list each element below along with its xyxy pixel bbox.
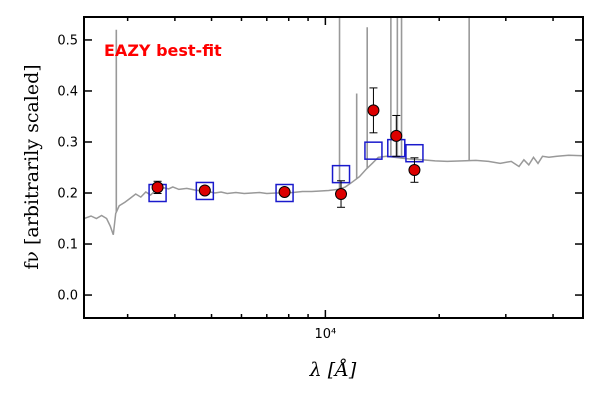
y-tick-label: 0.0 <box>57 289 78 304</box>
observed-flux-point <box>335 188 348 201</box>
y-tick-label: 0.2 <box>57 187 78 202</box>
plot-area <box>84 17 583 236</box>
y-tick-label: 0.5 <box>57 33 78 48</box>
y-tick-label: 0.3 <box>57 135 78 150</box>
model-flux-square <box>275 183 294 203</box>
observed-flux-point <box>198 184 211 197</box>
axes-frame <box>83 16 584 319</box>
template-spectrum-line <box>84 154 583 236</box>
observed-flux-point <box>151 181 164 194</box>
observed-flux-point <box>367 104 380 117</box>
y-tick-label: 0.4 <box>57 84 78 99</box>
observed-flux-point <box>278 185 291 198</box>
y-tick-label: 0.1 <box>57 238 78 253</box>
annotation-label: EAZY best-fit <box>104 41 222 60</box>
y-axis-title: fν [arbitrarily scaled] <box>21 64 43 269</box>
model-flux-square <box>195 181 215 201</box>
model-flux-square <box>364 141 383 160</box>
model-flux-square <box>331 164 351 184</box>
plot-clipped-group <box>84 17 583 236</box>
axis-ticks: 0.0 0.1 0.2 0.3 0.4 0.5 10⁴ <box>57 17 583 342</box>
x-axis-title: λ [Å] <box>309 359 357 381</box>
observed-flux-point <box>408 164 421 177</box>
x-tick-label: 10⁴ <box>314 327 336 342</box>
observed-flux-point <box>390 129 403 142</box>
